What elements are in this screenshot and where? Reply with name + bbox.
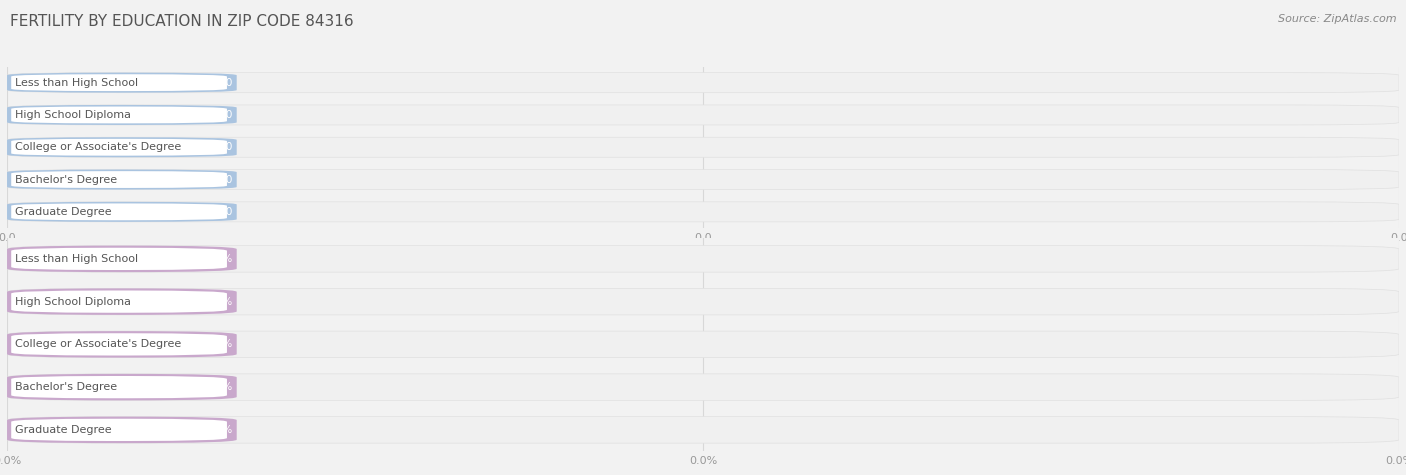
FancyBboxPatch shape [7,374,236,400]
Text: 0.0%: 0.0% [207,339,232,350]
FancyBboxPatch shape [11,106,226,124]
Text: Bachelor's Degree: Bachelor's Degree [15,382,118,392]
FancyBboxPatch shape [11,248,226,270]
FancyBboxPatch shape [7,417,236,443]
FancyBboxPatch shape [7,73,236,93]
FancyBboxPatch shape [7,137,236,157]
Text: 0.0%: 0.0% [207,254,232,264]
FancyBboxPatch shape [7,246,1399,272]
FancyBboxPatch shape [11,171,226,188]
Text: 0.0: 0.0 [217,110,232,120]
FancyBboxPatch shape [7,170,236,190]
FancyBboxPatch shape [7,374,1399,400]
FancyBboxPatch shape [7,73,1399,93]
Text: College or Associate's Degree: College or Associate's Degree [15,339,181,350]
Text: 0.0%: 0.0% [207,296,232,307]
FancyBboxPatch shape [7,417,1399,443]
Text: Source: ZipAtlas.com: Source: ZipAtlas.com [1278,14,1396,24]
Text: Bachelor's Degree: Bachelor's Degree [15,174,118,185]
FancyBboxPatch shape [11,333,226,355]
FancyBboxPatch shape [11,139,226,156]
FancyBboxPatch shape [7,246,236,272]
FancyBboxPatch shape [7,331,236,358]
FancyBboxPatch shape [7,202,1399,222]
Text: 0.0: 0.0 [217,77,232,88]
Text: 0.0%: 0.0% [207,425,232,435]
Text: Graduate Degree: Graduate Degree [15,207,112,217]
FancyBboxPatch shape [11,376,226,398]
Text: 0.0: 0.0 [217,174,232,185]
FancyBboxPatch shape [7,288,1399,315]
FancyBboxPatch shape [7,105,236,125]
FancyBboxPatch shape [7,105,1399,125]
Text: FERTILITY BY EDUCATION IN ZIP CODE 84316: FERTILITY BY EDUCATION IN ZIP CODE 84316 [10,14,353,29]
Text: High School Diploma: High School Diploma [15,110,131,120]
FancyBboxPatch shape [11,203,226,220]
FancyBboxPatch shape [11,74,226,91]
FancyBboxPatch shape [7,202,236,222]
FancyBboxPatch shape [7,170,1399,190]
FancyBboxPatch shape [7,288,236,315]
FancyBboxPatch shape [7,137,1399,157]
Text: Graduate Degree: Graduate Degree [15,425,112,435]
Text: Less than High School: Less than High School [15,77,139,88]
FancyBboxPatch shape [11,419,226,441]
Text: 0.0%: 0.0% [207,382,232,392]
Text: 0.0: 0.0 [217,142,232,152]
FancyBboxPatch shape [7,331,1399,358]
FancyBboxPatch shape [11,291,226,313]
Text: 0.0: 0.0 [217,207,232,217]
Text: College or Associate's Degree: College or Associate's Degree [15,142,181,152]
Text: High School Diploma: High School Diploma [15,296,131,307]
Text: Less than High School: Less than High School [15,254,139,264]
